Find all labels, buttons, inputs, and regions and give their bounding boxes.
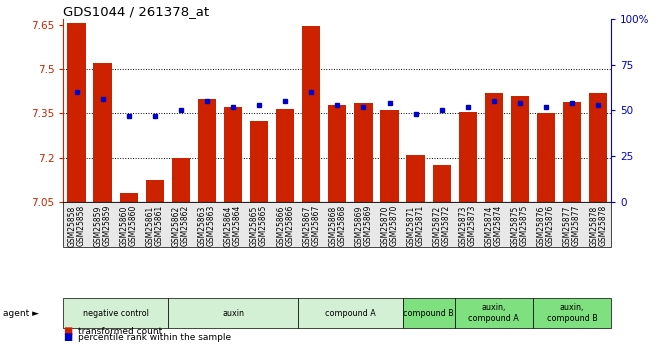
Text: agent ►: agent ► xyxy=(3,308,39,318)
Text: GSM25858: GSM25858 xyxy=(77,205,86,246)
Text: GSM25873: GSM25873 xyxy=(468,205,477,246)
Text: GSM25871: GSM25871 xyxy=(407,205,415,247)
Bar xyxy=(406,155,425,202)
Text: GSM25863: GSM25863 xyxy=(207,205,216,246)
Bar xyxy=(589,93,607,202)
Text: percentile rank within the sample: percentile rank within the sample xyxy=(78,333,231,342)
Text: GSM25874: GSM25874 xyxy=(494,205,503,246)
Text: GSM25878: GSM25878 xyxy=(589,205,598,247)
Text: GSM25859: GSM25859 xyxy=(103,205,112,246)
Bar xyxy=(485,93,503,202)
Text: GSM25874: GSM25874 xyxy=(485,205,494,247)
Text: auxin,
compound A: auxin, compound A xyxy=(468,303,519,323)
Text: GSM25877: GSM25877 xyxy=(572,205,581,246)
Bar xyxy=(250,121,269,202)
Text: GSM25864: GSM25864 xyxy=(233,205,242,246)
Text: GSM25861: GSM25861 xyxy=(155,205,164,246)
Text: GSM25873: GSM25873 xyxy=(459,205,468,247)
Text: GSM25862: GSM25862 xyxy=(172,205,181,247)
Bar xyxy=(354,103,373,202)
Text: GSM25865: GSM25865 xyxy=(259,205,268,246)
Text: GSM25868: GSM25868 xyxy=(337,205,346,246)
Text: GSM25867: GSM25867 xyxy=(311,205,320,246)
Text: negative control: negative control xyxy=(83,308,148,318)
Bar xyxy=(198,99,216,202)
Bar xyxy=(224,107,242,202)
Text: compound B: compound B xyxy=(403,308,454,318)
Bar xyxy=(120,193,138,202)
Text: GSM25865: GSM25865 xyxy=(250,205,259,247)
Text: auxin,
compound B: auxin, compound B xyxy=(546,303,597,323)
Text: GSM25868: GSM25868 xyxy=(329,205,337,247)
Text: GSM25862: GSM25862 xyxy=(181,205,190,246)
Text: GSM25870: GSM25870 xyxy=(389,205,399,246)
Text: GSM25875: GSM25875 xyxy=(520,205,529,246)
Text: GSM25866: GSM25866 xyxy=(276,205,285,247)
Text: GSM25869: GSM25869 xyxy=(355,205,363,247)
Text: GSM25876: GSM25876 xyxy=(537,205,546,247)
Text: ■: ■ xyxy=(63,332,73,342)
Text: auxin: auxin xyxy=(222,308,244,318)
Text: GSM25872: GSM25872 xyxy=(433,205,442,247)
Bar xyxy=(328,105,347,202)
Text: GSM25870: GSM25870 xyxy=(381,205,389,247)
Text: GSM25864: GSM25864 xyxy=(224,205,233,247)
Text: GSM25866: GSM25866 xyxy=(285,205,294,246)
Text: ■: ■ xyxy=(63,326,73,336)
Bar xyxy=(459,112,477,202)
Text: GSM25863: GSM25863 xyxy=(198,205,207,247)
Bar xyxy=(94,63,112,202)
Text: GSM25860: GSM25860 xyxy=(129,205,138,246)
Text: GSM25877: GSM25877 xyxy=(563,205,572,247)
Bar xyxy=(537,114,555,202)
Text: GSM25867: GSM25867 xyxy=(302,205,311,247)
Text: GSM25860: GSM25860 xyxy=(120,205,129,247)
Text: GSM25858: GSM25858 xyxy=(67,205,77,247)
Text: GSM25871: GSM25871 xyxy=(415,205,425,246)
Text: GSM25878: GSM25878 xyxy=(598,205,607,246)
Bar xyxy=(172,158,190,202)
Text: GSM25875: GSM25875 xyxy=(511,205,520,247)
Text: GSM25859: GSM25859 xyxy=(94,205,103,247)
Text: GSM25876: GSM25876 xyxy=(546,205,555,246)
Bar xyxy=(511,96,529,202)
Text: GDS1044 / 261378_at: GDS1044 / 261378_at xyxy=(63,5,210,18)
Text: GSM25869: GSM25869 xyxy=(363,205,373,246)
Text: compound A: compound A xyxy=(325,308,376,318)
Text: GSM25872: GSM25872 xyxy=(442,205,451,246)
Text: GSM25861: GSM25861 xyxy=(146,205,155,247)
Bar xyxy=(67,23,86,202)
Bar xyxy=(146,180,164,202)
Bar xyxy=(380,110,399,202)
Bar xyxy=(276,109,295,202)
Bar xyxy=(302,26,321,202)
Bar xyxy=(563,101,581,202)
Bar xyxy=(433,165,451,202)
Text: transformed count: transformed count xyxy=(78,327,162,336)
